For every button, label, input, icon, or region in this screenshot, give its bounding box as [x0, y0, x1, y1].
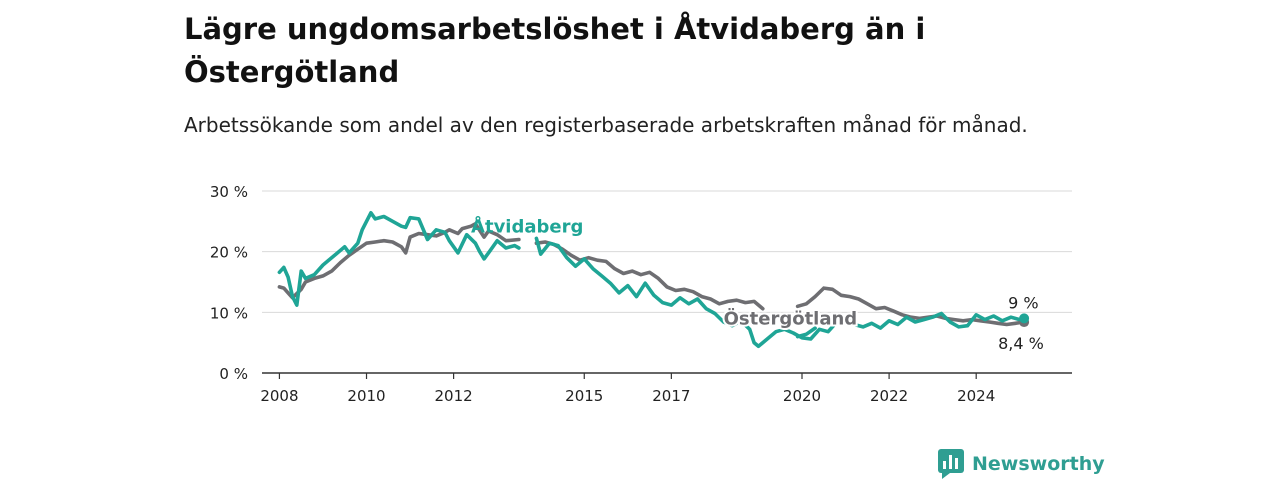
x-tick-label: 2012	[435, 387, 473, 405]
x-tick-label: 2022	[870, 387, 908, 405]
x-tick-label: 2020	[783, 387, 821, 405]
series-lines	[277, 211, 1030, 349]
series-label-ostergotland: Östergötland	[724, 307, 858, 329]
newsworthy-logo: Newsworthy	[938, 448, 1105, 480]
series-line-ostergotland	[795, 286, 1026, 327]
line-chart: 0 % 10 % 20 % 30 % 2008 2010 2012 2015 2017 2020…	[210, 183, 1072, 405]
series-line-ostergotland	[534, 240, 765, 311]
x-tick-label: 2010	[347, 387, 385, 405]
chart-title: Lägre ungdomsarbetslöshet i Åtvidaberg ä…	[184, 12, 926, 89]
series-line-atvidaberg	[277, 211, 521, 307]
y-tick-label: 0 %	[219, 365, 248, 383]
end-point-atvidaberg	[1019, 313, 1030, 324]
y-tick-label: 10 %	[210, 304, 248, 322]
chart-subtitle: Arbetssökande som andel av den registerb…	[184, 113, 1028, 137]
series-line-atvidaberg	[534, 236, 1026, 349]
brand-name: Newsworthy	[972, 453, 1105, 475]
x-tick-label: 2024	[957, 387, 995, 405]
x-tick-label: 2017	[652, 387, 690, 405]
y-tick-label: 20 %	[210, 244, 248, 262]
end-value-label-atvidaberg: 9 %	[1008, 293, 1038, 312]
series-labels: Åtvidaberg Östergötland 9 % 8,4 %	[471, 214, 1044, 353]
series-line-atvidaberg	[795, 326, 817, 339]
series-line-ostergotland	[277, 222, 521, 300]
x-axis-ticks: 2008 2010 2012 2015 2017 2020 2022 2024	[260, 373, 995, 405]
y-tick-label: 30 %	[210, 183, 248, 201]
end-value-label-ostergotland: 8,4 %	[998, 334, 1044, 353]
x-tick-label: 2015	[565, 387, 603, 405]
series-label-atvidaberg: Åtvidaberg	[471, 214, 583, 237]
bar-chart-speech-bubble-icon	[938, 449, 964, 479]
gridlines	[262, 190, 1072, 374]
x-tick-label: 2008	[260, 387, 298, 405]
y-axis-ticks: 0 % 10 % 20 % 30 %	[210, 183, 248, 383]
